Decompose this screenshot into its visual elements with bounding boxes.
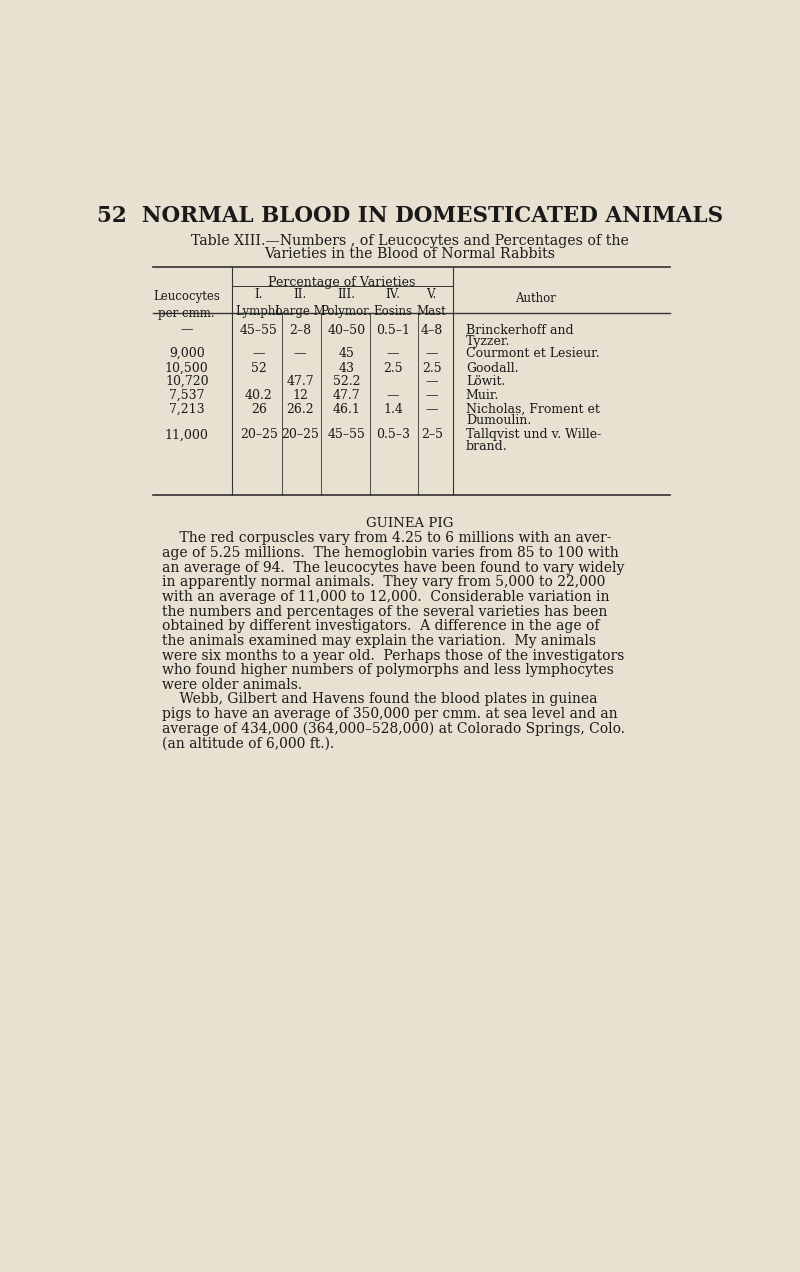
Text: age of 5.25 millions.  The hemoglobin varies from 85 to 100 with: age of 5.25 millions. The hemoglobin var… (162, 546, 618, 560)
Text: 10,720: 10,720 (165, 375, 209, 388)
Text: —: — (386, 389, 399, 402)
Text: III.
Polymor.: III. Polymor. (321, 289, 372, 318)
Text: 43: 43 (338, 363, 354, 375)
Text: Tallqvist und v. Wille-: Tallqvist und v. Wille- (466, 429, 601, 441)
Text: Courmont et Lesieur.: Courmont et Lesieur. (466, 347, 599, 360)
Text: Table XIII.—Numbers , of Leucocytes and Percentages of the: Table XIII.—Numbers , of Leucocytes and … (191, 234, 629, 248)
Text: II.
Large M: II. Large M (274, 289, 326, 318)
Text: 2.5: 2.5 (383, 363, 402, 375)
Text: 10,500: 10,500 (165, 363, 209, 375)
Text: —: — (181, 323, 193, 337)
Text: an average of 94.  The leucocytes have been found to vary widely: an average of 94. The leucocytes have be… (162, 561, 624, 575)
Text: 11,000: 11,000 (165, 429, 209, 441)
Text: in apparently normal animals.  They vary from 5,000 to 22,000: in apparently normal animals. They vary … (162, 575, 606, 589)
Text: —: — (386, 347, 399, 360)
Text: 20–25: 20–25 (240, 429, 278, 441)
Text: who found higher numbers of polymorphs and less lymphocytes: who found higher numbers of polymorphs a… (162, 663, 614, 677)
Text: Webb, Gilbert and Havens found the blood plates in guinea: Webb, Gilbert and Havens found the blood… (162, 692, 598, 706)
Text: the animals examined may explain the variation.  My animals: the animals examined may explain the var… (162, 633, 596, 647)
Text: 45: 45 (338, 347, 354, 360)
Text: 12: 12 (292, 389, 308, 402)
Text: Löwit.: Löwit. (466, 375, 505, 388)
Text: 7,213: 7,213 (169, 403, 205, 416)
Text: Varieties in the Blood of Normal Rabbits: Varieties in the Blood of Normal Rabbits (265, 247, 555, 261)
Text: (an altitude of 6,000 ft.).: (an altitude of 6,000 ft.). (162, 736, 334, 750)
Text: Nicholas, Froment et: Nicholas, Froment et (466, 403, 600, 416)
Text: 46.1: 46.1 (333, 403, 360, 416)
Text: 52: 52 (251, 363, 266, 375)
Text: Leucocytes
per cmm.: Leucocytes per cmm. (154, 290, 220, 319)
Text: The red corpuscles vary from 4.25 to 6 millions with an aver-: The red corpuscles vary from 4.25 to 6 m… (162, 532, 611, 546)
Text: were six months to a year old.  Perhaps those of the investigators: were six months to a year old. Perhaps t… (162, 649, 624, 663)
Text: 52  NORMAL BLOOD IN DOMESTICATED ANIMALS: 52 NORMAL BLOOD IN DOMESTICATED ANIMALS (97, 205, 723, 226)
Text: —: — (253, 347, 265, 360)
Text: 1.4: 1.4 (383, 403, 403, 416)
Text: 47.7: 47.7 (333, 389, 360, 402)
Text: the numbers and percentages of the several varieties has been: the numbers and percentages of the sever… (162, 604, 607, 618)
Text: 4–8: 4–8 (421, 323, 443, 337)
Text: —: — (426, 375, 438, 388)
Text: 0.5–1: 0.5–1 (376, 323, 410, 337)
Text: 40–50: 40–50 (327, 323, 366, 337)
Text: were older animals.: were older animals. (162, 678, 302, 692)
Text: brand.: brand. (466, 440, 507, 453)
Text: 2–5: 2–5 (421, 429, 442, 441)
Text: Muir.: Muir. (466, 389, 499, 402)
Text: pigs to have an average of 350,000 per cmm. at sea level and an: pigs to have an average of 350,000 per c… (162, 707, 618, 721)
Text: 47.7: 47.7 (286, 375, 314, 388)
Text: 9,000: 9,000 (169, 347, 205, 360)
Text: 0.5–3: 0.5–3 (376, 429, 410, 441)
Text: Author: Author (515, 293, 556, 305)
Text: 20–25: 20–25 (281, 429, 319, 441)
Text: obtained by different investigators.  A difference in the age of: obtained by different investigators. A d… (162, 619, 599, 633)
Text: IV.
Eosins: IV. Eosins (374, 289, 413, 318)
Text: GUINEA PIG: GUINEA PIG (366, 516, 454, 530)
Text: 45–55: 45–55 (240, 323, 278, 337)
Text: with an average of 11,000 to 12,000.  Considerable variation in: with an average of 11,000 to 12,000. Con… (162, 590, 610, 604)
Text: —: — (426, 347, 438, 360)
Text: 2.5: 2.5 (422, 363, 442, 375)
Text: 45–55: 45–55 (327, 429, 366, 441)
Text: I.
Lympho: I. Lympho (235, 289, 282, 318)
Text: average of 434,000 (364,000–528,000) at Colorado Springs, Colo.: average of 434,000 (364,000–528,000) at … (162, 721, 625, 736)
Text: 2–8: 2–8 (289, 323, 311, 337)
Text: 52.2: 52.2 (333, 375, 361, 388)
Text: Dumoulin.: Dumoulin. (466, 415, 531, 427)
Text: Brinckerhoff and: Brinckerhoff and (466, 323, 574, 337)
Text: Percentage of Varieties: Percentage of Varieties (269, 276, 416, 289)
Text: 26.2: 26.2 (286, 403, 314, 416)
Text: 26: 26 (251, 403, 267, 416)
Text: Tyzzer.: Tyzzer. (466, 335, 510, 349)
Text: V.
Mast: V. Mast (417, 289, 446, 318)
Text: —: — (294, 347, 306, 360)
Text: —: — (426, 389, 438, 402)
Text: Goodall.: Goodall. (466, 363, 518, 375)
Text: 40.2: 40.2 (245, 389, 273, 402)
Text: —: — (426, 403, 438, 416)
Text: 7,537: 7,537 (169, 389, 205, 402)
